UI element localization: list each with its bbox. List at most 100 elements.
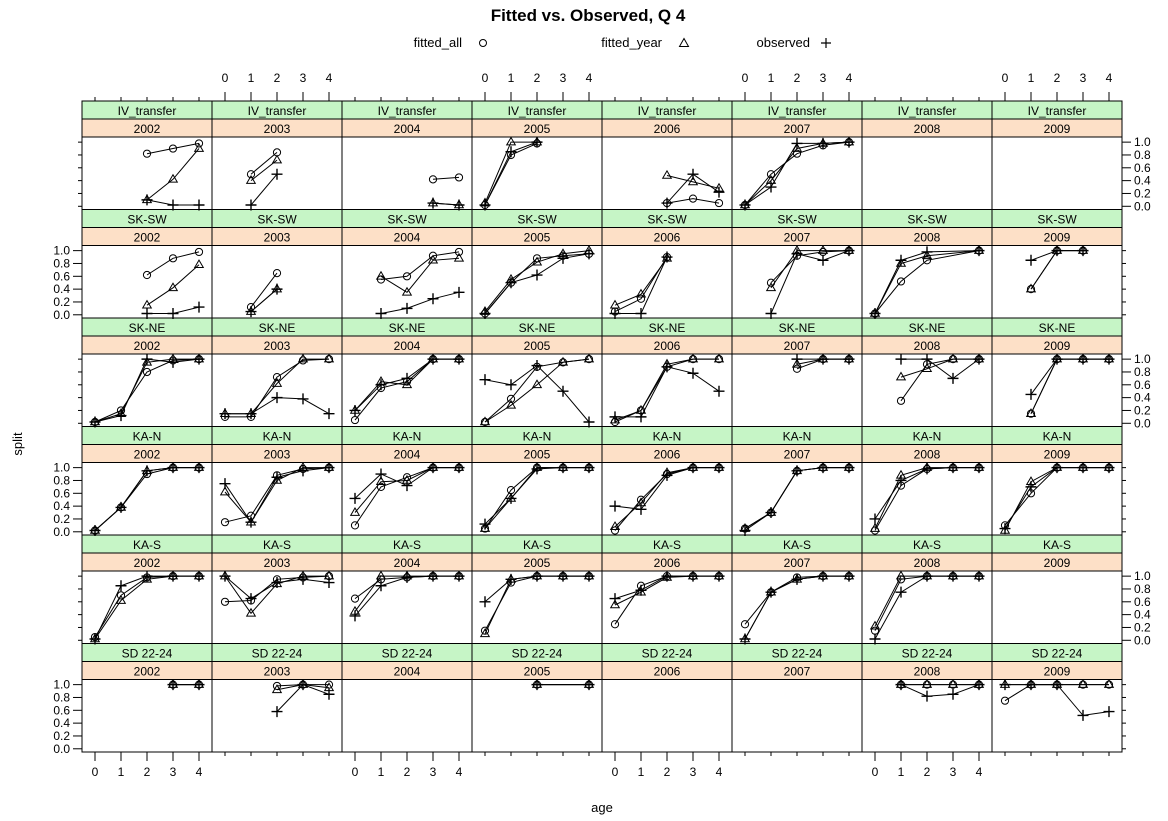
series-sk-sw-2008 — [869, 245, 985, 320]
y-tick-label: 1.0 — [53, 678, 70, 692]
x-tick-label: 2 — [1054, 71, 1061, 85]
strip-year-label: 2002 — [134, 122, 161, 136]
y-tick-label: 0.6 — [1134, 161, 1151, 175]
point-observed — [245, 306, 257, 318]
x-tick-label: 3 — [430, 765, 437, 779]
point-fitted-all — [714, 198, 724, 208]
series-line-fitted-all — [146, 142, 200, 155]
panel-sk-ne-2005: SK-NE 2005 — [471, 317, 603, 355]
point-observed — [713, 570, 725, 582]
legend-label-fitted-all: fitted_all — [414, 35, 463, 50]
point-observed — [297, 679, 309, 691]
strip-area-label: IV_transfer — [638, 104, 697, 118]
point-observed — [1025, 481, 1037, 493]
series-ka-n-2008 — [869, 462, 985, 535]
point-observed — [661, 361, 673, 373]
strip-year-label: 2005 — [524, 665, 551, 679]
strip-year-label: 2007 — [784, 339, 811, 353]
series-line-observed — [1004, 467, 1109, 529]
series-iv-transfer-2004 — [427, 173, 465, 211]
point-fitted-year — [895, 257, 907, 267]
x-tick-label: 4 — [846, 71, 853, 85]
point-observed — [895, 353, 907, 365]
y-tick-label: 0.4 — [53, 499, 70, 513]
strip-area-label: SK-SW — [127, 213, 167, 227]
point-observed — [947, 372, 959, 384]
point-observed — [531, 136, 543, 148]
series-line-observed — [770, 250, 850, 314]
panel-sk-ne-2003: SK-NE 2003 — [211, 317, 343, 355]
point-fitted-year — [687, 353, 699, 363]
point-observed — [791, 248, 803, 260]
series-line-fitted-all — [614, 256, 668, 313]
panel-sd-22-24-2003: SD 22-24 2003 — [211, 643, 343, 680]
strip-year-label: 2002 — [134, 448, 161, 462]
point-fitted-all — [1000, 696, 1010, 705]
point-observed — [947, 462, 959, 474]
panel-grid: IV_transfer 2002 IV_transfer 2003 IV_transfe… — [53, 71, 1151, 779]
point-fitted-year — [557, 356, 569, 366]
x-tick-label: 0 — [352, 765, 359, 779]
point-observed — [947, 688, 959, 700]
point-observed — [193, 679, 205, 691]
x-tick-label: 2 — [924, 765, 931, 779]
point-observed — [375, 308, 387, 320]
x-tick-label: 4 — [326, 71, 333, 85]
point-observed — [583, 462, 595, 474]
point-observed — [219, 478, 231, 490]
point-fitted-year — [661, 169, 673, 179]
series-line-fitted-all — [94, 467, 199, 531]
point-fitted-year — [505, 136, 517, 146]
point-observed — [713, 186, 725, 198]
panel-ka-s-2003: KA-S 2003 — [211, 534, 343, 572]
point-fitted-year — [921, 363, 933, 373]
point-fitted-year — [375, 270, 387, 280]
series-iv-transfer-2005 — [479, 136, 543, 211]
point-observed — [349, 610, 361, 622]
y-axis-label: split — [10, 432, 25, 456]
point-observed — [219, 570, 231, 582]
point-observed — [583, 248, 595, 260]
strip-area-label: IV_transfer — [898, 104, 957, 118]
point-observed — [453, 570, 465, 582]
point-observed — [973, 245, 985, 257]
panel-sk-ne-2008: SK-NE 2008 — [861, 317, 993, 355]
strip-year-label: 2008 — [914, 231, 941, 245]
panel-sd-22-24-2007: SD 22-24 2007 — [731, 643, 863, 680]
strip-year-label: 2003 — [264, 231, 291, 245]
point-observed — [739, 633, 751, 645]
point-fitted-all — [168, 144, 178, 153]
point-fitted-all — [896, 277, 906, 286]
series-line-fitted-year — [250, 159, 278, 181]
point-observed — [817, 353, 829, 365]
point-observed — [375, 379, 387, 391]
y-tick-label: 0.2 — [1134, 403, 1151, 417]
strip-area-label: IV_transfer — [768, 104, 827, 118]
point-observed — [271, 168, 283, 180]
series-line-observed — [615, 366, 720, 418]
series-sk-sw-2004 — [375, 247, 465, 320]
point-observed — [1025, 388, 1037, 400]
series-sk-ne-2005 — [479, 353, 595, 428]
strip-year-label: 2008 — [914, 339, 941, 353]
y-tick-label: 0.6 — [1134, 595, 1151, 609]
point-observed — [765, 181, 777, 193]
strip-year-label: 2009 — [1044, 339, 1071, 353]
panel-sk-sw-2006: SK-SW 2006 — [601, 209, 733, 246]
strip-area-label: SD 22-24 — [642, 647, 693, 661]
point-fitted-all — [428, 175, 438, 184]
panel-iv-transfer-2005: IV_transfer 2005 — [471, 100, 603, 138]
y-tick-label: 1.0 — [1134, 569, 1151, 583]
point-fitted-year — [1103, 679, 1115, 688]
point-fitted-year — [687, 176, 699, 186]
point-observed — [193, 353, 205, 365]
series-ka-n-2006 — [609, 462, 725, 535]
series-iv-transfer-2007 — [739, 136, 855, 211]
y-tick-label: 0.8 — [53, 690, 70, 704]
point-observed — [843, 570, 855, 582]
point-fitted-year — [271, 474, 283, 484]
point-fitted-year — [141, 356, 153, 366]
series-line-fitted-year — [484, 141, 537, 204]
point-fitted-all — [272, 372, 282, 382]
series-line-fitted-all — [94, 358, 200, 423]
